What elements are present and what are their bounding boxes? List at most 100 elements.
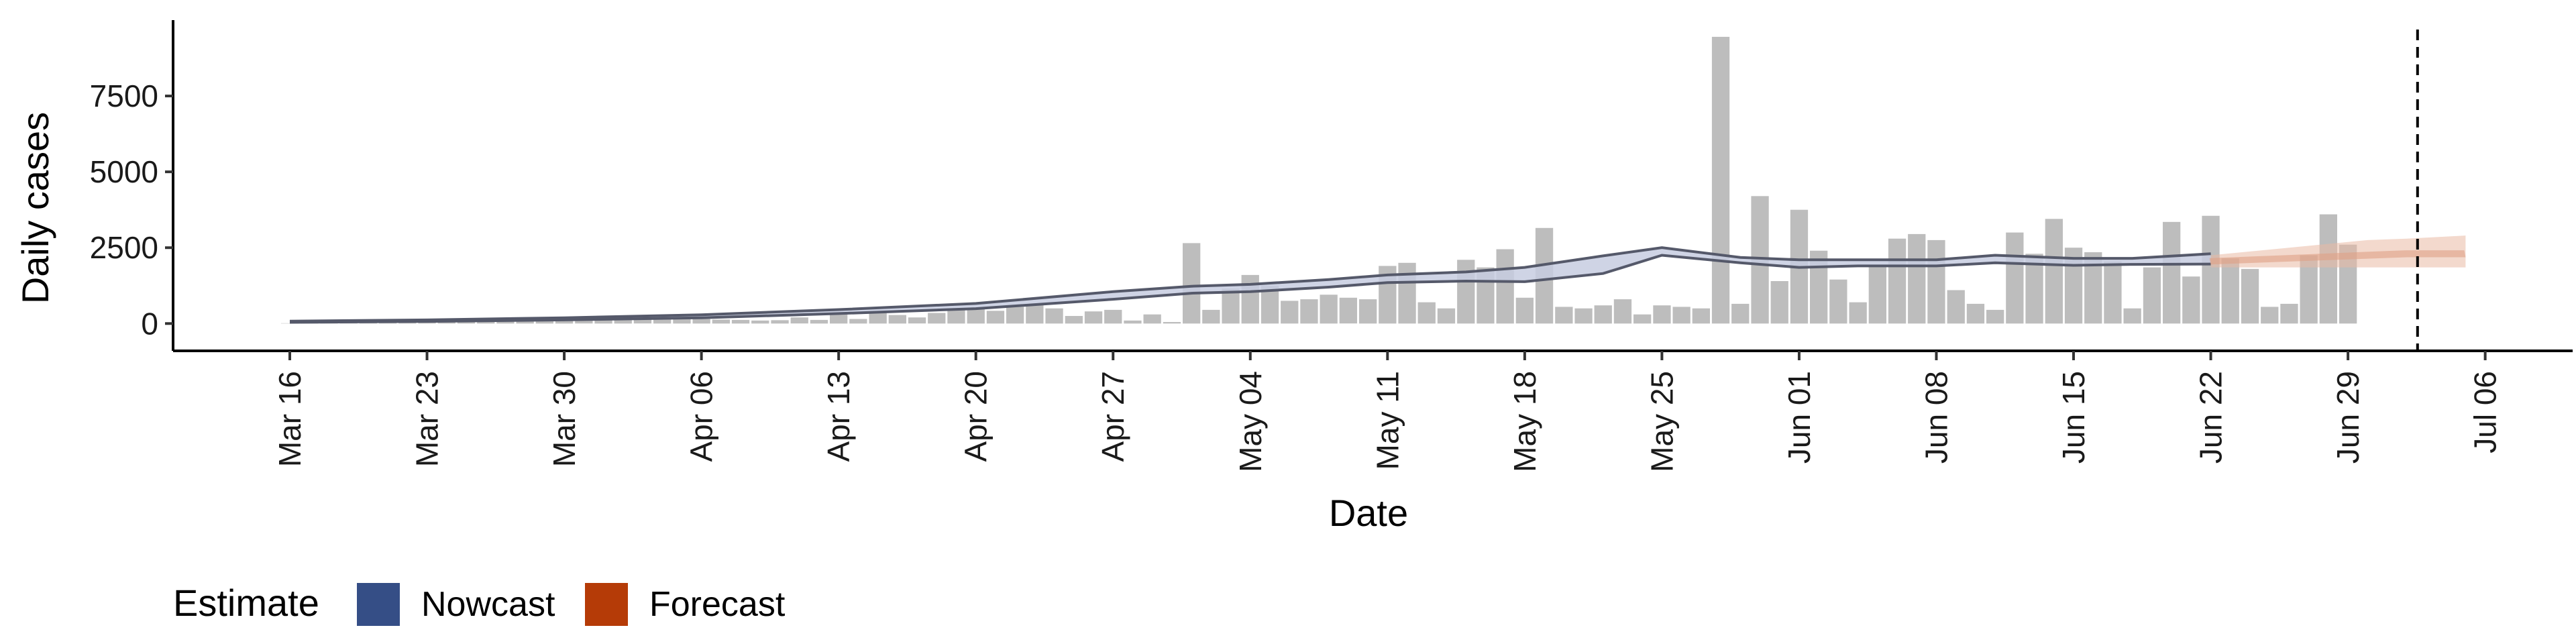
bar [928,313,946,324]
nowcast-upper-line [289,246,2211,323]
bar [810,319,828,324]
bar [1437,308,1456,324]
bar [1045,308,1063,324]
nowcast-lower-line [289,254,2211,324]
bar [2123,308,2141,324]
bar [633,317,652,324]
y-tick-label: 5000 [90,154,158,189]
bar [673,318,691,324]
bar [1006,307,1024,324]
bar [908,317,926,324]
bar [1065,316,1083,324]
bar [1515,297,1534,324]
bar [2319,214,2337,324]
bar [1849,302,1867,324]
bar [1947,290,1965,324]
x-tick-label: Mar 16 [272,371,307,467]
bar [967,308,985,324]
bar [653,319,672,324]
bar [594,319,612,324]
x-axis-title: Date [1329,492,1408,534]
bar [2202,215,2220,324]
x-tick-label: Jun 29 [2330,371,2365,464]
bar [692,319,710,324]
bar [1770,281,1788,324]
bar [1868,266,1886,324]
x-tick-label: Mar 30 [547,371,582,467]
x-tick-label: Mar 23 [410,371,445,467]
bar [2104,261,2122,324]
bar [1692,308,1710,324]
legend-label-nowcast: Nowcast [421,585,555,624]
legend-swatch-forecast [585,583,628,626]
bar [1457,260,1475,324]
y-tick-label: 2500 [90,230,158,265]
bar [1300,299,1318,324]
x-tick-label: May 11 [1370,371,1405,470]
x-tick-label: May 04 [1233,371,1268,472]
x-tick-label: May 25 [1644,371,1679,472]
bar [2006,232,2024,324]
bar [2221,258,2239,324]
x-tick-label: Jun 01 [1782,371,1817,464]
bar [1417,302,1436,324]
bar [1398,262,1416,324]
bar [1613,299,1632,324]
bar [1555,307,1573,324]
bar [731,319,750,324]
bar [1202,309,1220,324]
bar [1163,322,1181,324]
bar [2280,303,2298,324]
bar [1320,294,1338,324]
bar [1829,279,1847,324]
forecast-inner-band [2209,250,2466,265]
bar [1281,301,1299,324]
bar [986,311,1005,324]
x-tick-label: Apr 20 [959,371,994,462]
bar [1672,307,1690,324]
bar [1026,303,1044,324]
bar [751,320,769,324]
bar [790,317,808,324]
bar [1183,243,1201,324]
bar [1653,305,1671,324]
bar [1966,303,1985,324]
y-axis-title: Daily cases [14,112,56,304]
bar [2143,267,2161,324]
bar [1143,314,1161,324]
x-tick-label: Apr 27 [1095,371,1130,462]
bar [1574,308,1593,324]
bar [1241,274,1259,324]
legend-label-forecast: Forecast [649,585,786,624]
bar [2045,219,2063,324]
bar [1731,303,1750,324]
legend-swatch-nowcast [357,583,400,626]
bar [2261,307,2279,324]
axes-layer: 0 2500 5000 7500 Mar 16 Mar 23 Mar 30 Apr 06 Apr… [90,20,2573,472]
bar [771,320,789,324]
x-tick-label: Jul 06 [2468,371,2503,453]
bar [1888,238,1907,324]
bar [1104,309,1122,324]
bar [1594,305,1612,324]
y-tick-label: 7500 [90,78,158,113]
y-tick-label: 0 [141,306,158,341]
bar [1986,309,2004,324]
bar [2241,268,2259,324]
x-tick-label: Jun 08 [1919,371,1954,464]
bar [2163,221,2181,324]
bar [1908,233,1926,324]
bar [1084,311,1103,324]
bar [947,309,965,324]
x-tick-label: Jun 15 [2056,371,2091,464]
bar [1711,36,1730,324]
legend: Estimate Nowcast Forecast [173,582,786,626]
bar [1124,320,1142,324]
bands-layer [289,235,2466,324]
bar [1359,299,1377,324]
bar [849,319,867,324]
bar [888,315,906,324]
bar [1222,288,1240,324]
bar [1339,297,1357,324]
